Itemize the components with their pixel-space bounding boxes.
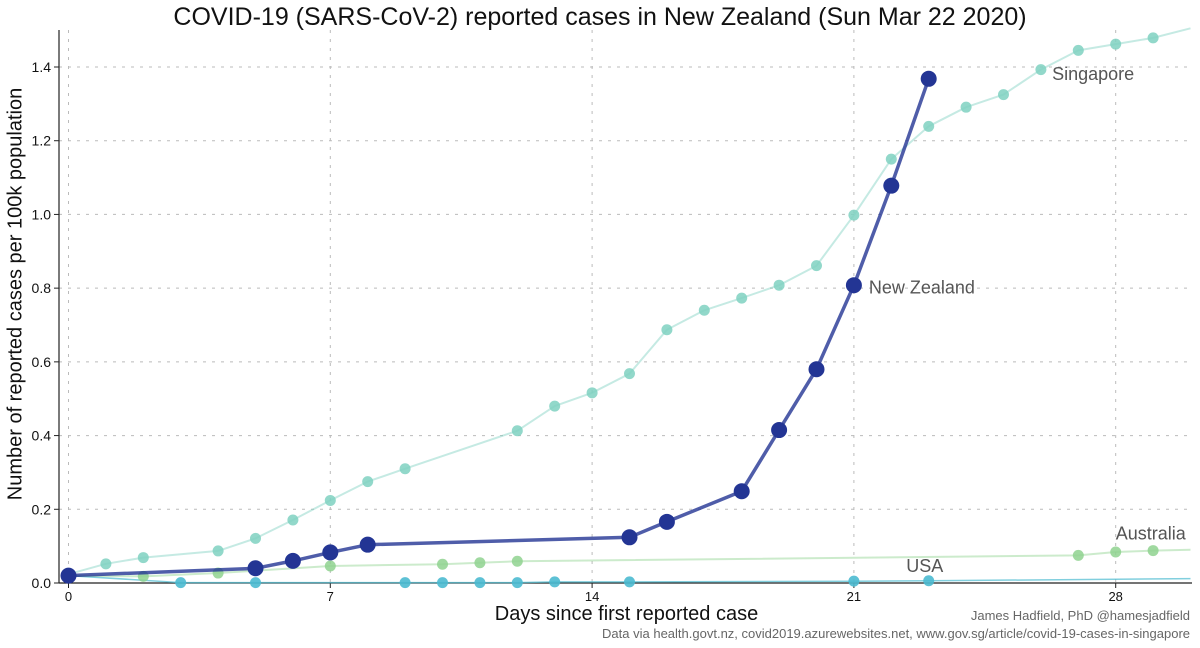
data-point-australia [324,560,336,572]
data-point-new-zealand [247,560,264,577]
data-point-australia [1147,545,1159,557]
series-label-new-zealand: New Zealand [869,278,975,298]
data-point-usa [511,577,523,589]
data-point-australia [511,555,523,567]
data-point-singapore [399,463,411,475]
data-point-singapore [137,552,149,564]
data-point-singapore [698,304,710,316]
data-source-note: Data via health.govt.nz, covid2019.azure… [602,626,1190,641]
series-label-australia: Australia [1116,524,1187,544]
data-point-singapore [287,514,299,526]
data-point-singapore [549,400,561,412]
data-point-new-zealand [359,536,376,553]
data-point-singapore [1110,38,1122,50]
data-point-new-zealand [658,513,675,530]
data-point-singapore [960,101,972,113]
x-axis-label: Days since first reported case [494,603,759,625]
data-point-singapore [773,279,785,291]
data-point-singapore [661,324,673,336]
x-tick-label: 28 [1108,589,1122,604]
data-point-new-zealand [60,567,77,584]
data-point-new-zealand [883,177,900,194]
data-point-australia [1110,546,1122,558]
data-point-new-zealand [621,529,638,546]
y-tick-label: 1.4 [32,59,52,75]
data-point-singapore [923,120,935,132]
data-point-usa [437,577,448,589]
axes: 0 7 14 21 28 0.0 0.2 0.4 0.6 0.8 1.0 1.2 1.4 [32,30,1192,604]
data-point-singapore [250,532,261,544]
data-point-usa [923,575,935,587]
data-point-australia [437,558,448,570]
y-tick-label: 0.6 [32,354,52,370]
data-point-singapore [736,292,748,304]
y-tick-label: 0.2 [32,501,52,517]
data-point-new-zealand [808,361,825,378]
data-point-singapore [1035,64,1047,76]
data-point-new-zealand [284,552,301,569]
y-tick-label: 1.2 [32,133,52,149]
data-point-usa [549,576,561,588]
data-point-singapore [885,153,897,165]
data-point-australia [474,557,486,569]
series-new-zealand [60,70,937,584]
data-point-singapore [212,545,224,557]
data-point-singapore [998,89,1009,101]
data-point-usa [474,577,486,589]
data-point-singapore [100,558,112,570]
data-point-usa [175,577,187,589]
x-tick-label: 21 [847,589,861,604]
data-point-singapore [586,387,598,399]
y-tick-label: 1.0 [32,206,52,222]
y-tick-label: 0.4 [32,428,52,444]
series-label-usa: USA [906,556,943,576]
data-point-new-zealand [920,70,937,87]
data-point-singapore [1072,44,1084,56]
data-point-singapore [1147,32,1159,44]
series-line-new-zealand [68,78,931,578]
y-tick-label: 0.8 [32,280,52,296]
series-australia [68,545,1191,582]
data-point-australia [1072,549,1084,561]
data-point-usa [624,576,635,588]
series-singapore [63,27,1191,580]
series-label-singapore: Singapore [1052,64,1134,84]
series-line-usa [68,574,1191,584]
data-point-new-zealand [733,483,750,500]
author-credit: James Hadfield, PhD @hamesjadfield [970,608,1190,623]
grid-lines [59,30,1192,583]
data-point-usa [399,577,411,589]
data-point-singapore [324,494,336,506]
series-layer [60,27,1191,589]
x-tick-label: 0 [65,589,72,604]
data-point-new-zealand [771,422,788,439]
series-labels: Singapore New Zealand Australia USA [869,64,1187,576]
data-point-singapore [511,425,523,437]
chart-title: COVID-19 (SARS-CoV-2) reported cases in … [173,3,1027,31]
data-point-usa [250,577,261,589]
data-point-usa [848,575,860,587]
data-point-singapore [362,476,374,488]
data-point-singapore [624,368,635,380]
x-tick-label: 14 [585,589,599,604]
data-point-singapore [848,209,860,221]
data-point-new-zealand [322,544,339,561]
data-point-new-zealand [845,277,862,294]
series-usa [68,574,1191,589]
data-point-singapore [811,260,822,272]
series-line-singapore [68,27,1191,576]
series-line-australia [68,548,1191,578]
y-tick-label: 0.0 [32,575,52,591]
x-tick-label: 7 [327,589,334,604]
